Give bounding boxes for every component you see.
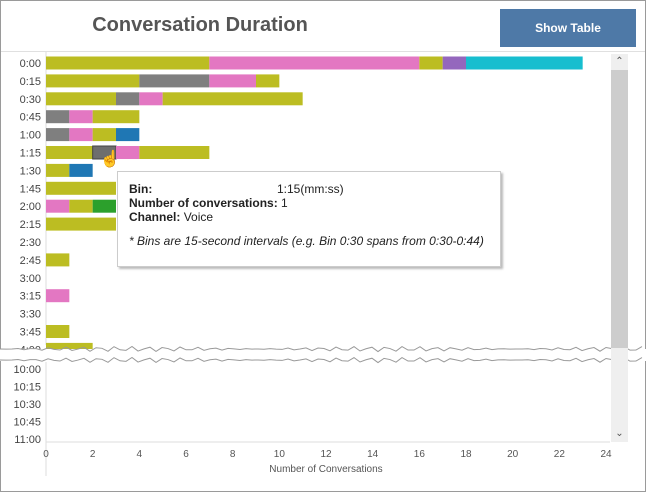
bar-segment[interactable] [46, 92, 116, 106]
y-tick-label: 3:30 [20, 309, 41, 321]
bar-segment[interactable] [46, 199, 70, 213]
x-tick-label: 0 [43, 449, 49, 460]
bar-segment[interactable] [69, 199, 93, 213]
x-tick-label: 14 [367, 449, 379, 460]
tooltip-channel-label: Channel: [129, 210, 181, 224]
bar-segment[interactable] [46, 56, 210, 70]
scroll-up-icon[interactable]: ⌃ [615, 56, 624, 67]
x-axis-title: Number of Conversations [269, 464, 382, 475]
tooltip-bin-value: 1:15(mm:ss) [277, 182, 344, 196]
bar-segment[interactable] [46, 342, 93, 356]
bar-segment[interactable] [46, 163, 70, 177]
x-tick-label: 22 [554, 449, 566, 460]
x-tick-label: 4 [137, 449, 143, 460]
y-tick-label: 10:15 [13, 382, 41, 394]
y-tick-label: 0:15 [20, 76, 41, 88]
bar-segment[interactable] [46, 181, 116, 195]
y-tick-label: 11:00 [14, 434, 41, 446]
y-tick-label: 10:45 [13, 417, 41, 429]
bar-segment[interactable] [46, 289, 70, 303]
bar-segment[interactable] [139, 92, 163, 106]
x-tick-label: 6 [183, 449, 189, 460]
y-tick-label: 4:00 [20, 344, 41, 356]
tooltip-count-label: Number of conversations: [129, 196, 278, 210]
tear-edge-top [0, 345, 643, 353]
bar-segment[interactable] [256, 74, 280, 88]
bar-segment[interactable] [46, 74, 140, 88]
tooltip: Bin: 1:15(mm:ss) Number of conversations:… [117, 171, 501, 267]
x-tick-label: 2 [90, 449, 96, 460]
x-tick-label: 18 [460, 449, 472, 460]
bar-segment[interactable] [69, 163, 93, 177]
bar-segment[interactable] [92, 110, 140, 124]
bar-segment[interactable] [92, 199, 116, 213]
bar-segment[interactable] [46, 325, 70, 338]
bar-segment[interactable] [92, 128, 116, 142]
bar-segment[interactable] [419, 56, 443, 70]
bar-segment[interactable] [162, 92, 303, 106]
bar-segment[interactable] [209, 74, 256, 88]
y-tick-label: 10:30 [13, 399, 41, 411]
bar-segment[interactable] [442, 56, 466, 70]
y-tick-label: 1:45 [20, 183, 41, 195]
x-tick-label: 16 [414, 449, 426, 460]
bar-segment[interactable] [46, 217, 116, 231]
bar-segment[interactable] [139, 146, 210, 159]
x-tick-label: 20 [507, 449, 519, 460]
scroll-down-icon[interactable]: ⌄ [615, 428, 624, 439]
y-tick-label: 2:00 [20, 201, 41, 213]
y-tick-label: 1:00 [20, 130, 41, 142]
hand-cursor-icon: ☝ [100, 149, 120, 168]
y-tick-label: 3:45 [20, 327, 41, 339]
y-tick-label: 2:30 [20, 237, 41, 249]
tooltip-note: * Bins are 15-second intervals (e.g. Bin… [129, 234, 484, 248]
bar-segment[interactable] [116, 92, 140, 106]
divider [1, 51, 645, 52]
bar-segment[interactable] [116, 146, 140, 159]
y-tick-label: 1:15 [20, 148, 41, 160]
x-tick-label: 24 [600, 449, 612, 460]
show-table-button[interactable]: Show Table [500, 9, 636, 47]
x-tick-label: 10 [274, 449, 286, 460]
x-tick-label: 12 [320, 449, 332, 460]
y-tick-label: 1:30 [20, 165, 41, 177]
bar-segment[interactable] [139, 74, 210, 88]
tear-edge-bottom [0, 356, 643, 364]
page-title: Conversation Duration [92, 14, 308, 36]
bar-segment[interactable] [69, 128, 93, 142]
tooltip-channel-value: Voice [183, 210, 214, 224]
y-tick-label: 0:30 [20, 94, 41, 106]
bar-segment[interactable] [209, 56, 420, 70]
scrollbar-thumb[interactable] [611, 70, 628, 348]
vertical-scrollbar[interactable]: ⌃ ⌄ [611, 54, 628, 442]
y-tick-label: 10:00 [13, 364, 41, 376]
bar-segment[interactable] [466, 56, 583, 70]
x-tick-label: 8 [230, 449, 236, 460]
y-tick-label: 0:00 [20, 58, 41, 70]
bar-segment[interactable] [46, 146, 93, 159]
tear-gap [0, 349, 646, 361]
bar-segment[interactable] [46, 110, 70, 124]
y-tick-label: 3:00 [20, 273, 41, 285]
bar-segment[interactable] [46, 128, 70, 142]
bar-segment[interactable] [46, 253, 70, 267]
y-tick-label: 0:45 [20, 112, 41, 124]
y-tick-label: 3:15 [20, 291, 41, 303]
bar-segment[interactable] [116, 128, 140, 142]
y-tick-label: 2:15 [20, 219, 41, 231]
bar-segment[interactable] [69, 110, 93, 124]
y-tick-label: 2:45 [20, 255, 41, 267]
tooltip-bin-label: Bin: [129, 182, 153, 196]
tooltip-count-value: 1 [281, 196, 288, 210]
bars-group: 0:00 0:15 0:30 0:45 1:00 1:15 1:30 1:45 2:00 2:15… [20, 56, 583, 356]
